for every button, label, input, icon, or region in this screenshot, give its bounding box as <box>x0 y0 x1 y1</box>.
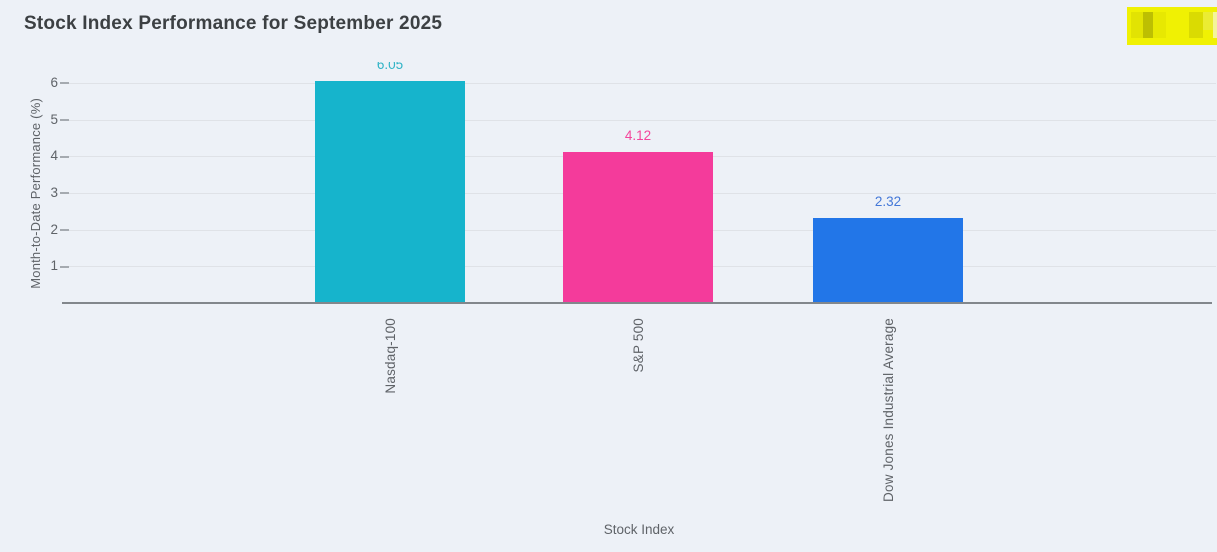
x-tick-label: S&P 500 <box>630 318 646 373</box>
gridline <box>62 119 1216 121</box>
bar-dow-jones-industrial-average[interactable] <box>813 217 963 303</box>
y-tick-label: 6 <box>50 74 58 90</box>
toolbar-icon[interactable] <box>1153 12 1166 38</box>
y-axis-tick <box>60 229 69 232</box>
toolbar-icon[interactable] <box>1203 12 1213 30</box>
bar-value-label: 6.05 <box>376 62 404 72</box>
y-axis-tick <box>60 155 69 158</box>
y-tick-label: 4 <box>50 148 58 164</box>
bar-value-label: 2.32 <box>874 193 902 209</box>
x-axis-title: Stock Index <box>603 522 675 537</box>
y-axis-tick <box>60 119 69 121</box>
x-tick-label-wrap: S&P 500 <box>627 318 649 372</box>
y-axis-tick <box>60 192 69 195</box>
bar-value-label: 4.12 <box>624 127 652 143</box>
x-tick-label-wrap: Nasdaq-100 <box>379 318 401 394</box>
toolbar-icon[interactable] <box>1189 12 1203 38</box>
y-tick-label: 2 <box>50 221 58 237</box>
highlight-annotation <box>1127 7 1217 45</box>
toolbar-icon[interactable] <box>1131 12 1143 38</box>
chart-title: Stock Index Performance for September 20… <box>24 13 443 34</box>
x-axis-line <box>62 302 1212 304</box>
bar-nasdaq-100[interactable] <box>315 80 465 303</box>
y-tick-label: 5 <box>50 111 58 127</box>
gridline <box>62 82 1216 84</box>
x-tick-label: Nasdaq-100 <box>382 318 398 394</box>
y-axis-tick <box>60 82 69 85</box>
toolbar-icon[interactable] <box>1143 12 1153 38</box>
x-tick-label-wrap: Dow Jones Industrial Average <box>877 318 899 502</box>
bar-s-p-500[interactable] <box>563 151 713 303</box>
x-tick-label: Dow Jones Industrial Average <box>880 318 896 502</box>
plot-area: Month-to-Date Performance (%) Stock Inde… <box>0 62 1217 552</box>
y-axis-tick <box>60 265 69 268</box>
y-tick-label: 1 <box>50 258 58 274</box>
y-tick-label: 3 <box>50 184 58 200</box>
toolbar-icon[interactable] <box>1213 12 1217 38</box>
